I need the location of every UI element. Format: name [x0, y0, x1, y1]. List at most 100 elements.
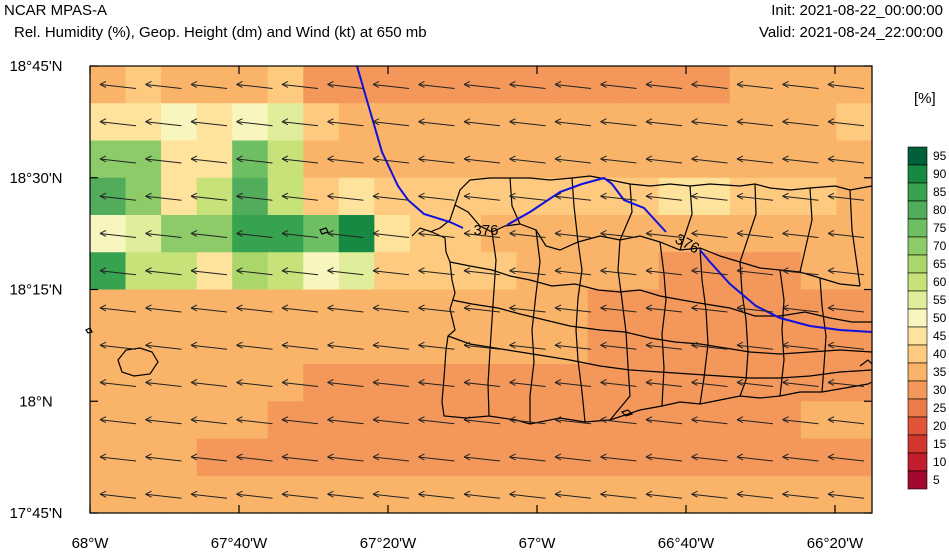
wind-arrow — [782, 379, 819, 387]
wind-arrow — [645, 453, 683, 462]
humidity-cell — [338, 326, 375, 365]
humidity-cell — [836, 475, 873, 514]
colorbar-swatch — [907, 182, 928, 202]
wind-arrow — [190, 416, 228, 425]
humidity-cell — [196, 438, 233, 477]
wind-arrow — [736, 379, 774, 387]
wind-arrow — [691, 192, 728, 201]
colorbar-label: 60 — [933, 275, 947, 289]
humidity-cell — [516, 438, 553, 477]
humidity-cell — [409, 438, 447, 477]
wind-arrow — [463, 230, 501, 238]
wind-arrow — [782, 267, 819, 276]
wind-arrow — [554, 304, 592, 313]
wind-arrow — [463, 118, 501, 127]
wind-arrow — [327, 341, 364, 350]
lon-tick-label: 67°W — [519, 535, 557, 552]
lat-tick-label: 18°N — [19, 393, 53, 410]
wind-arrow — [418, 230, 455, 238]
wind-arrow — [554, 379, 592, 387]
wind-arrow — [645, 379, 683, 387]
wind-arrow — [509, 155, 546, 164]
colorbar-swatch — [907, 218, 928, 238]
colorbar-swatch — [907, 164, 928, 184]
humidity-cell — [694, 215, 731, 253]
colorbar-swatch — [907, 380, 928, 400]
humidity-cell — [338, 364, 375, 402]
wind-arrow — [145, 267, 182, 276]
colorbar-swatch — [907, 146, 928, 166]
humidity-cell — [196, 364, 233, 402]
colorbar-swatch — [907, 398, 928, 418]
humidity-cell — [694, 475, 731, 514]
wind-arrow — [418, 192, 455, 201]
humidity-cell — [694, 289, 731, 328]
humidity-cell — [658, 326, 695, 365]
wind-vectors — [99, 81, 865, 499]
wind-arrow — [99, 267, 137, 276]
humidity-cell — [409, 364, 447, 402]
humidity-cell — [125, 364, 162, 402]
wind-arrow — [190, 81, 228, 89]
wind-arrow — [827, 192, 865, 201]
wind-arrow — [463, 416, 501, 425]
colorbar-swatch — [907, 344, 928, 364]
wind-arrow — [509, 267, 546, 276]
wind-arrow — [327, 81, 364, 89]
colorbar-label: 5 — [933, 473, 940, 487]
wind-arrow — [145, 192, 182, 201]
wind-arrow — [418, 453, 455, 462]
colorbar-swatch — [907, 416, 928, 436]
humidity-cell — [409, 66, 447, 104]
colorbar-swatch — [907, 308, 928, 328]
humidity-cell — [729, 364, 766, 402]
wind-arrow — [827, 267, 865, 276]
wind-arrow — [827, 118, 865, 127]
humidity-cell — [516, 475, 553, 514]
wind-arrow — [600, 230, 637, 238]
wind-arrow — [463, 379, 501, 387]
wind-arrow — [463, 192, 501, 201]
humidity-cell — [409, 401, 447, 440]
wind-arrow — [372, 155, 410, 164]
wind-arrow — [281, 230, 319, 238]
wind-arrow — [509, 230, 546, 238]
wind-arrow — [372, 416, 410, 425]
wind-arrow — [236, 118, 273, 127]
humidity-cell — [445, 364, 482, 402]
humidity-cell — [445, 326, 482, 365]
wind-arrow — [99, 490, 137, 499]
wind-arrow — [736, 230, 774, 238]
humidity-cell — [196, 177, 233, 216]
wind-arrow — [782, 81, 819, 89]
wind-arrow — [236, 304, 273, 313]
humidity-cell — [196, 66, 233, 104]
humidity-cell — [196, 401, 233, 440]
humidity-cell — [658, 289, 695, 328]
colorbar-label: 90 — [933, 167, 947, 181]
wind-arrow — [509, 192, 546, 201]
wind-arrow — [463, 453, 501, 462]
wind-arrow — [418, 267, 455, 276]
wind-arrow — [691, 490, 728, 499]
humidity-cell — [338, 289, 375, 328]
wind-arrow — [645, 230, 683, 238]
humidity-cell — [338, 66, 375, 104]
lon-tick-label: 67°40'W — [211, 535, 268, 552]
axis-ticks: 18°45'N 18°30'N 18°15'N 18°N 17°45'N 68°W 67°4… — [9, 58, 872, 552]
humidity-cell — [836, 103, 873, 142]
init-time: Init: 2021-08-22_00:00:00 — [771, 2, 943, 19]
wind-arrow — [99, 416, 137, 425]
colorbar-label: 85 — [933, 185, 947, 199]
wind-arrow — [736, 453, 774, 462]
wind-arrow — [600, 341, 637, 350]
humidity-cell — [409, 252, 447, 291]
wind-arrow — [600, 155, 637, 164]
wind-arrow — [190, 192, 228, 201]
humidity-cell — [125, 66, 162, 104]
wind-arrow — [327, 416, 364, 425]
wind-arrow — [190, 230, 228, 238]
colorbar-label: 55 — [933, 293, 947, 307]
wind-arrow — [782, 192, 819, 201]
colorbar-label: 75 — [933, 221, 947, 235]
